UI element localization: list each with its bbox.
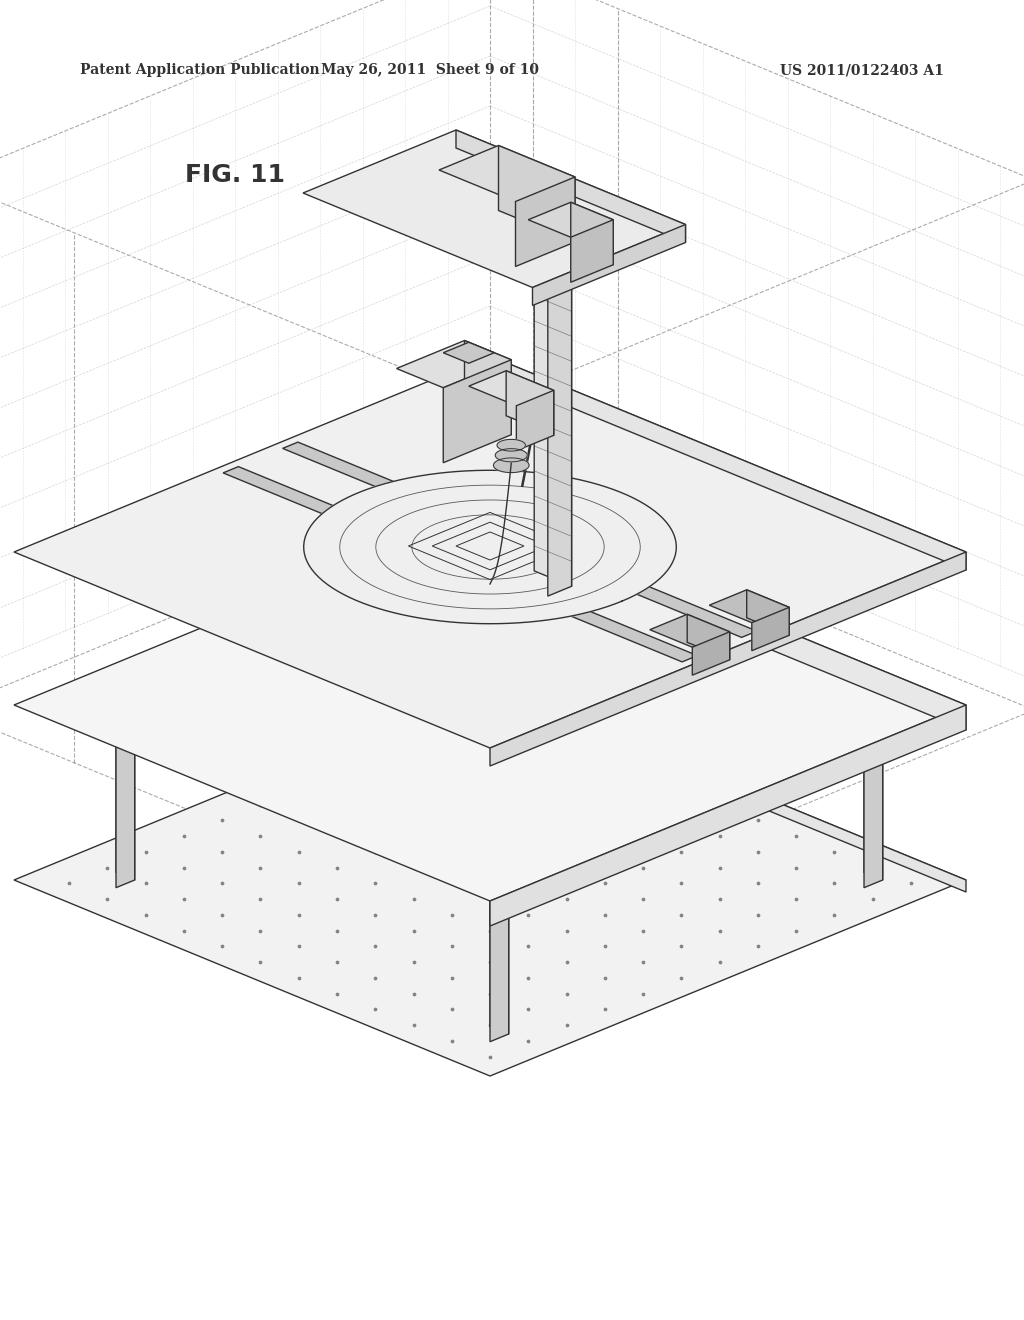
Polygon shape — [303, 129, 685, 288]
Polygon shape — [752, 607, 790, 651]
Polygon shape — [14, 684, 966, 1076]
Polygon shape — [864, 730, 883, 887]
Polygon shape — [490, 356, 966, 570]
Polygon shape — [746, 590, 790, 635]
Polygon shape — [465, 341, 511, 434]
Polygon shape — [471, 569, 509, 583]
Polygon shape — [650, 614, 730, 647]
Polygon shape — [14, 356, 966, 748]
Polygon shape — [469, 371, 554, 405]
Polygon shape — [499, 145, 575, 242]
Polygon shape — [116, 730, 135, 887]
Text: 400: 400 — [788, 611, 817, 627]
Polygon shape — [532, 224, 685, 305]
Polygon shape — [515, 177, 575, 267]
Polygon shape — [497, 440, 525, 451]
Polygon shape — [710, 590, 790, 623]
Polygon shape — [490, 884, 509, 1041]
Polygon shape — [490, 876, 509, 1034]
Polygon shape — [490, 552, 966, 766]
Polygon shape — [516, 391, 554, 450]
Text: Patent Application Publication: Patent Application Publication — [80, 63, 319, 77]
Text: US 2011/0122403 A1: US 2011/0122403 A1 — [780, 63, 944, 77]
Polygon shape — [528, 202, 613, 238]
Polygon shape — [304, 470, 676, 624]
Polygon shape — [456, 129, 685, 243]
Polygon shape — [494, 458, 529, 473]
Text: 510: 510 — [483, 412, 523, 519]
Polygon shape — [490, 510, 966, 730]
Text: May 26, 2011  Sheet 9 of 10: May 26, 2011 Sheet 9 of 10 — [321, 63, 539, 77]
Polygon shape — [396, 341, 511, 388]
Polygon shape — [490, 705, 966, 927]
Polygon shape — [283, 442, 757, 638]
Polygon shape — [535, 209, 571, 586]
Polygon shape — [471, 876, 509, 892]
Polygon shape — [548, 224, 571, 597]
Polygon shape — [116, 722, 135, 880]
Polygon shape — [443, 360, 511, 463]
Polygon shape — [490, 576, 509, 734]
Text: FIG. 11: FIG. 11 — [185, 162, 285, 187]
Text: 520: 520 — [515, 614, 544, 630]
Polygon shape — [223, 466, 697, 661]
Polygon shape — [14, 510, 966, 902]
Polygon shape — [490, 684, 966, 892]
Polygon shape — [692, 632, 730, 676]
Polygon shape — [506, 371, 554, 436]
Polygon shape — [496, 449, 527, 462]
Polygon shape — [570, 202, 613, 265]
Polygon shape — [97, 722, 135, 738]
Polygon shape — [490, 569, 509, 726]
Polygon shape — [443, 342, 495, 363]
Polygon shape — [864, 722, 883, 880]
Polygon shape — [439, 145, 575, 202]
Polygon shape — [570, 219, 613, 282]
Polygon shape — [687, 614, 730, 660]
Polygon shape — [845, 722, 883, 738]
